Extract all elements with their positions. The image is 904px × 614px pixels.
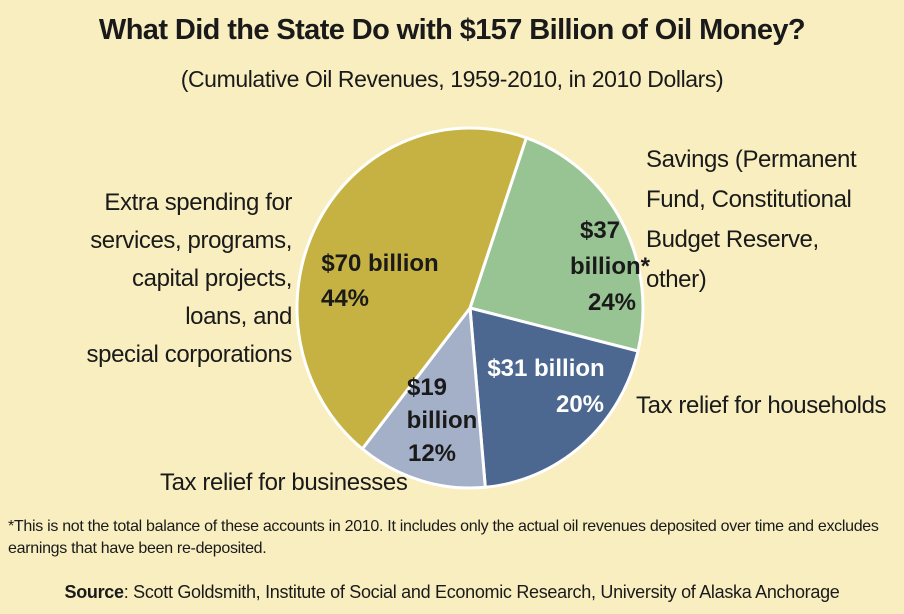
slice-value-label-line: billion* <box>570 253 651 280</box>
category-label-line: special corporations <box>86 341 293 368</box>
slice-value-label-line: $31 billion <box>487 355 604 382</box>
category-label-tax-relief-households: Tax relief for households <box>636 387 887 425</box>
slice-value-label-line: billion <box>407 407 478 434</box>
category-label-line: Extra spending for <box>104 189 292 216</box>
pie-slice <box>360 304 487 490</box>
slice-value-label: $31 billion 20% <box>487 355 604 418</box>
category-label-tax-relief-businesses: Tax relief for businesses <box>160 464 408 502</box>
category-label-line: other) <box>646 266 707 293</box>
category-label-savings: Savings (Permanent Fund, Constitutional Bu… <box>646 140 896 300</box>
slice-value-label-line: 24% <box>588 289 636 316</box>
category-label-line: Tax relief for businesses <box>160 469 408 496</box>
category-label-line: Savings (Permanent <box>646 146 857 173</box>
chart-title: What Did the State Do with $157 Billion … <box>98 14 806 46</box>
category-label-line: loans, and <box>185 303 292 330</box>
source-line: Source: Scott Goldsmith, Institute of So… <box>0 582 904 603</box>
chart-subtitle: (Cumulative Oil Revenues, 1959-2010, in … <box>180 66 724 92</box>
pie-slice <box>468 306 640 489</box>
slice-value-label-line: 12% <box>408 440 456 467</box>
pie-slice <box>468 135 645 353</box>
slice-value-label-line: 44% <box>321 285 369 312</box>
source-text: : Scott Goldsmith, Institute of Social a… <box>123 582 840 602</box>
slice-value-label: $70 billion 44% <box>321 250 439 312</box>
slice-value-label-line: $70 billion <box>321 250 438 277</box>
footnote: *This is not the total balance of these … <box>8 518 879 557</box>
slice-value-label-line: $37 <box>580 217 620 244</box>
category-label-extra-spending: Extra spending for services, programs, cap… <box>32 184 293 374</box>
pie-slice <box>295 126 529 452</box>
slice-value-label: $19 billion 12% <box>407 374 478 467</box>
category-label-line: Fund, Constitutional <box>646 186 852 213</box>
slice-value-label-line: 20% <box>556 391 604 418</box>
category-label-line: services, programs, <box>90 227 292 254</box>
slice-value-label: $37 billion* 24% <box>570 217 651 316</box>
source-label: Source <box>64 582 125 602</box>
category-label-line: Budget Reserve, <box>646 226 819 253</box>
category-label-line: Tax relief for households <box>636 392 887 419</box>
category-label-line: capital projects, <box>132 265 292 292</box>
slice-value-label-line: $19 <box>407 374 447 401</box>
